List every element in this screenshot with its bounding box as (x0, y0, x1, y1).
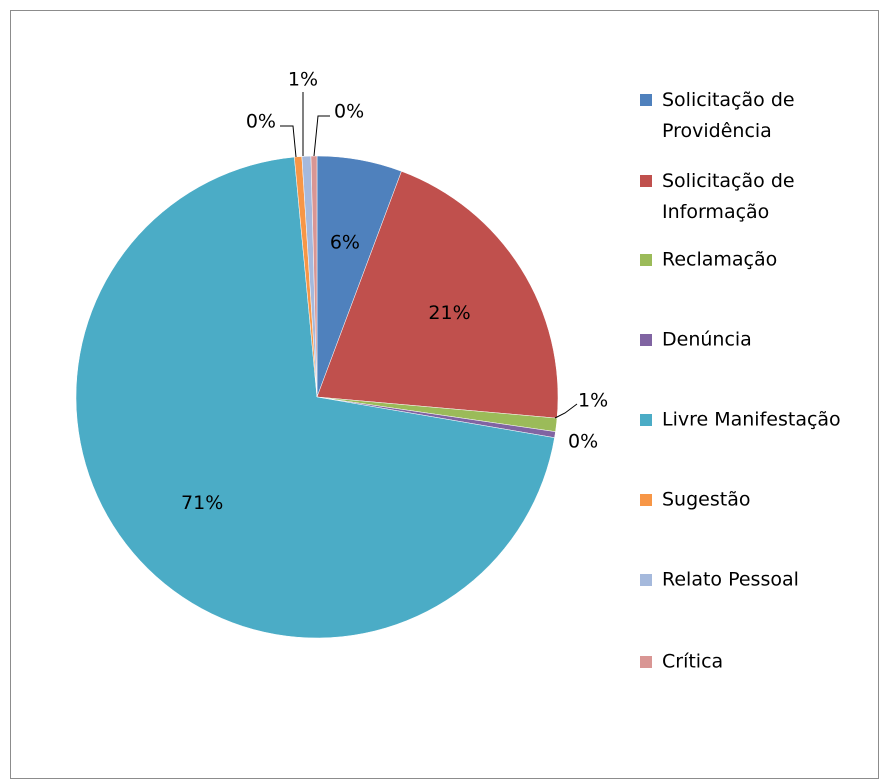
legend-label: Denúncia (662, 329, 752, 351)
pie-slice (316, 170, 559, 419)
data-label: 71% (181, 492, 223, 514)
legend-swatch (640, 175, 652, 187)
leader-line (313, 115, 330, 157)
data-label: 6% (330, 231, 360, 253)
data-label: 0% (568, 431, 598, 453)
legend-swatch (640, 94, 652, 106)
pie-slice (75, 156, 555, 639)
leader-line (554, 403, 578, 419)
data-label: 0% (246, 111, 276, 133)
legend-swatch (640, 494, 652, 506)
legend-label: Sugestão (662, 489, 750, 511)
legend-swatch (640, 656, 652, 668)
leader-line (280, 125, 297, 158)
legend-label-line: Solicitação de (662, 170, 795, 192)
pie-slice (310, 155, 318, 398)
legend-label-line: Informação (662, 201, 769, 223)
legend-label: Solicitação de Providência (662, 89, 795, 142)
legend-label: Relato Pessoal (662, 569, 799, 591)
data-label: 21% (428, 302, 470, 324)
legend-swatch (640, 254, 652, 266)
legend-label: Crítica (662, 651, 723, 673)
legend-swatch (640, 334, 652, 346)
data-label: 0% (334, 101, 364, 123)
legend-swatch (640, 414, 652, 426)
legend-label: Reclamação (662, 249, 777, 271)
legend-label: Livre Manifestação (662, 409, 841, 431)
data-label: 1% (288, 69, 318, 91)
legend-label-line: Providência (662, 120, 772, 142)
legend-swatch (640, 574, 652, 586)
data-label: 1% (578, 390, 608, 412)
legend-label: Solicitação de Informação (662, 170, 795, 223)
legend-label-line: Solicitação de (662, 89, 795, 111)
